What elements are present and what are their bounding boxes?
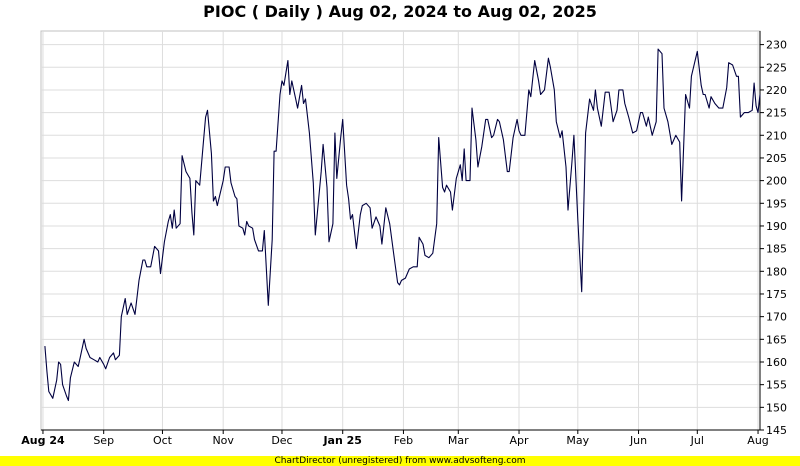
y-tick-label: 170 (766, 311, 787, 324)
x-tick-label: Feb (394, 434, 413, 447)
price-series-line (44, 48, 761, 402)
x-tick-label: Aug (747, 434, 768, 447)
x-tick-label: Jul (690, 434, 704, 447)
y-tick-label: 175 (766, 288, 787, 301)
x-tick-label: Jun (629, 434, 647, 447)
y-tick-label: 195 (766, 197, 787, 210)
chartdirector-footer: ChartDirector (unregistered) from www.ad… (0, 456, 800, 466)
y-tick-label: 200 (766, 175, 787, 188)
x-tick-label: Sep (93, 434, 114, 447)
x-tick-label: Nov (212, 434, 234, 447)
x-tick-label: Jan 25 (322, 434, 361, 447)
y-tick-label: 160 (766, 356, 787, 369)
y-tick-label: 165 (766, 333, 787, 346)
y-tick-label: 155 (766, 379, 787, 392)
y-tick-label: 220 (766, 84, 787, 97)
y-tick-label: 215 (766, 107, 787, 120)
plot-area (40, 30, 761, 431)
x-tick-label: Dec (271, 434, 292, 447)
x-tick-label: May (566, 434, 589, 447)
y-tick-label: 225 (766, 61, 787, 74)
y-tick-label: 190 (766, 220, 787, 233)
y-tick-label: 180 (766, 265, 787, 278)
y-tick-label: 210 (766, 129, 787, 142)
x-tick-label: Oct (153, 434, 173, 447)
y-tick-label: 145 (766, 424, 787, 437)
chart-title: PIOC ( Daily ) Aug 02, 2024 to Aug 02, 2… (203, 2, 597, 21)
x-tick-label: Apr (510, 434, 530, 447)
y-tick-label: 150 (766, 401, 787, 414)
y-tick-label: 230 (766, 39, 787, 52)
x-tick-label: Mar (448, 434, 469, 447)
y-tick-label: 185 (766, 243, 787, 256)
y-tick-label: 205 (766, 152, 787, 165)
x-tick-label: Aug 24 (21, 434, 65, 447)
